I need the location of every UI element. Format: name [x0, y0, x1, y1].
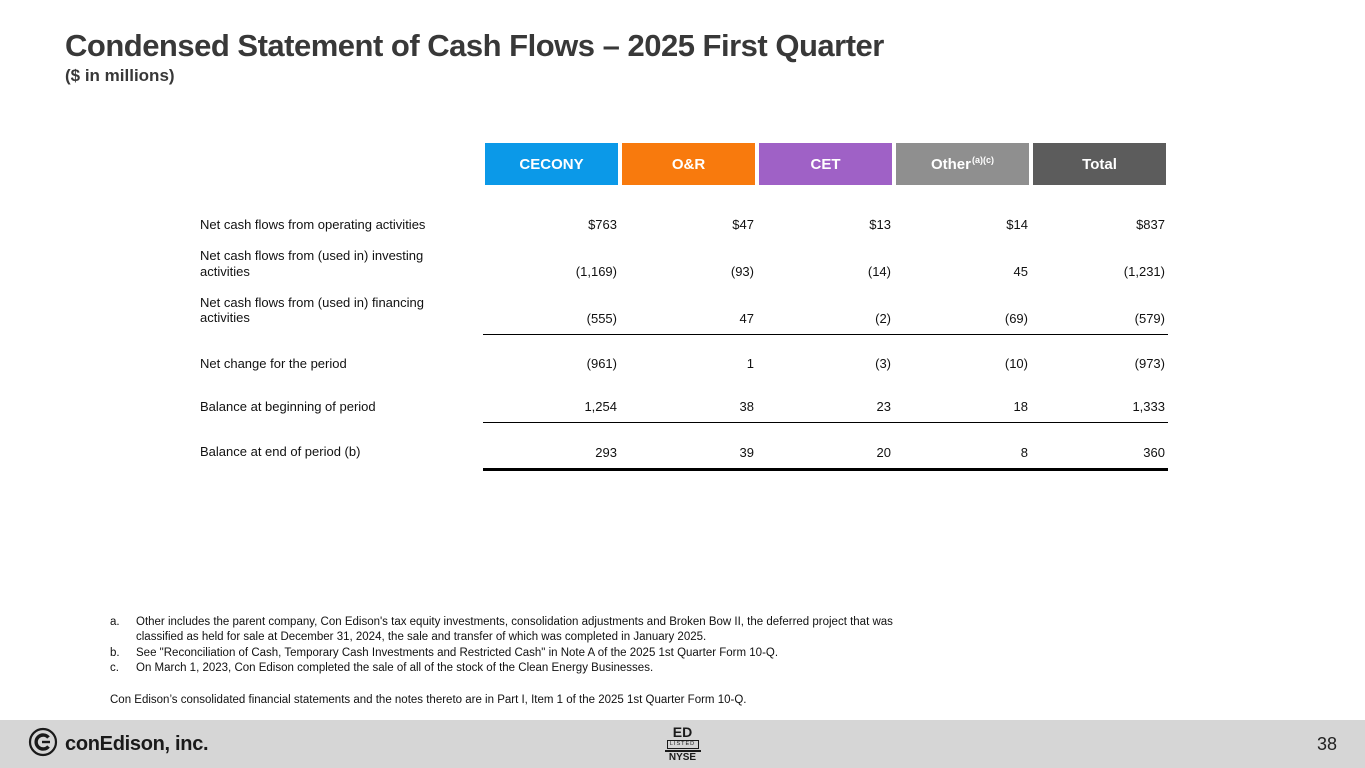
column-header-label: Total [1082, 155, 1117, 173]
row-values: (555) 47 (2) (69) (579) [483, 310, 1168, 335]
row-values: 293 39 20 8 360 [483, 444, 1168, 471]
table-row: Balance at end of period (b) 293 39 20 8… [200, 444, 1168, 471]
table-row: Net change for the period (961) 1 (3) (1… [200, 356, 1168, 371]
cell-value: 23 [876, 399, 891, 415]
footnote-marker: c. [110, 661, 119, 674]
nyse-name-label: NYSE [664, 749, 701, 764]
cell-value: 360 [1143, 444, 1165, 460]
row-label: Net cash flows from (used in) investing … [200, 248, 424, 279]
column-header-label: CET [810, 155, 841, 173]
row-values: (961) 1 (3) (10) (973) [483, 356, 1168, 371]
table-row: Net cash flows from (used in) financing … [200, 294, 1168, 335]
nyse-listed-label: LISTED [666, 739, 699, 749]
title-block: Condensed Statement of Cash Flows – 2025… [65, 28, 1265, 86]
row-values: $763 $47 $13 $14 $837 [483, 217, 1168, 232]
page-subtitle: ($ in millions) [65, 66, 175, 85]
cell-value: 39 [739, 444, 754, 460]
cell-value: (14) [867, 263, 891, 279]
footnote-c: c. On March 1, 2023, Con Edison complete… [110, 661, 940, 676]
cell-value: (2) [875, 310, 891, 326]
row-values: 1,254 38 23 18 1,333 [483, 399, 1168, 424]
row-label: Balance at beginning of period [200, 398, 376, 414]
cell-value: (69) [1004, 310, 1028, 326]
page-title: Condensed Statement of Cash Flows – 2025… [65, 28, 884, 63]
cell-value: 8 [1020, 444, 1028, 460]
row-label: Net change for the period [200, 355, 347, 371]
footnote-marker: b. [110, 646, 120, 659]
column-header-other: Other (a)(c) [896, 143, 1029, 185]
cell-value: (579) [1134, 310, 1165, 326]
cell-value: (973) [1134, 355, 1165, 371]
footnote-text: See "Reconciliation of Cash, Temporary C… [136, 646, 779, 659]
cell-value: (1,231) [1123, 263, 1165, 279]
footnote-text: On March 1, 2023, Con Edison completed t… [136, 661, 654, 674]
column-header-total: Total [1033, 143, 1166, 185]
cell-value: $47 [732, 217, 754, 233]
cell-value: (555) [586, 310, 617, 326]
conedison-logo: conEdison, inc. [28, 727, 209, 762]
footnote-a: a. Other includes the parent company, Co… [110, 615, 940, 646]
footnote-b: b. See "Reconciliation of Cash, Temporar… [110, 646, 940, 661]
cell-value: 45 [1013, 263, 1028, 279]
row-values: (1,169) (93) (14) 45 (1,231) [483, 264, 1168, 279]
cell-value: $13 [869, 217, 891, 233]
cell-value: (3) [875, 355, 891, 371]
cell-value: 20 [876, 444, 891, 460]
header-spacer [200, 143, 483, 185]
row-label: Balance at end of period (b) [200, 444, 361, 460]
footnote-superscript: (a)(c) [972, 155, 994, 165]
cell-value: (10) [1004, 355, 1028, 371]
footnote-text: Other includes the parent company, Con E… [136, 616, 893, 644]
cell-value: (1,169) [575, 263, 617, 279]
cell-value: $763 [588, 217, 617, 233]
column-header-label: Other [930, 155, 971, 173]
footer-bar: conEdison, inc. ED LISTED NYSE 38 [0, 720, 1365, 768]
column-header-cet: CET [759, 143, 892, 185]
column-header-or: O&R [622, 143, 755, 185]
column-header-cecony: CECONY [485, 143, 618, 185]
table-row: Net cash flows from operating activities… [200, 217, 1168, 232]
cell-value: 18 [1013, 399, 1028, 415]
cell-value: 1,333 [1132, 399, 1165, 415]
nyse-listed-logo: ED LISTED NYSE [664, 723, 701, 764]
table-header-row: CECONY O&R CET Other (a)(c) Total [200, 143, 1168, 185]
table-row: Net cash flows from (used in) investing … [200, 248, 1168, 279]
page-number: 38 [1316, 733, 1337, 754]
column-header-label: O&R [671, 155, 706, 173]
cell-value: 1,254 [584, 399, 617, 415]
footnote-marker: a. [110, 616, 120, 628]
row-label: Net cash flows from operating activities [200, 217, 426, 232]
nyse-ticker: ED [672, 723, 693, 740]
cell-value: 293 [595, 444, 617, 460]
cell-value: $14 [1006, 217, 1028, 233]
row-label: Net cash flows from (used in) financing … [200, 294, 424, 326]
conedison-logo-icon [28, 727, 58, 762]
conedison-logo-text: conEdison, inc. [65, 732, 209, 755]
table-row: Balance at beginning of period 1,254 38 … [200, 398, 1168, 424]
cell-value: (961) [586, 355, 617, 371]
closing-note: Con Edison’s consolidated financial stat… [110, 694, 747, 706]
cell-value: 47 [739, 310, 754, 326]
footnotes: a. Other includes the parent company, Co… [110, 615, 940, 676]
cell-value: (93) [730, 263, 754, 279]
cell-value: 38 [739, 399, 754, 415]
cell-value: 1 [746, 355, 754, 371]
column-header-label: CECONY [519, 155, 584, 173]
cash-flows-table: CECONY O&R CET Other (a)(c) Total [200, 143, 1168, 471]
cell-value: $837 [1136, 217, 1165, 233]
